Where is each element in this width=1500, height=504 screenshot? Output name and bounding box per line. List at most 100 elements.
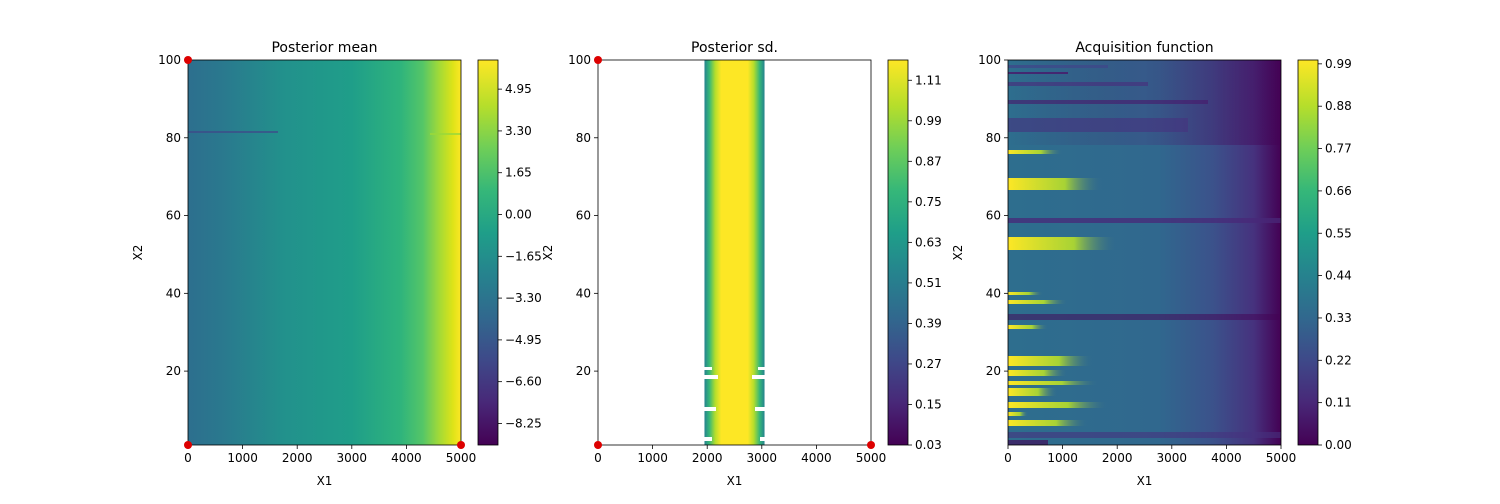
colorbar-ticks: 0.03 0.15 0.27 0.39 0.51 0.63 0.75 0.87 0.99 1.11	[908, 73, 942, 452]
axes-frame	[1007, 59, 1282, 446]
colorbar-tick-label: 0.39	[915, 316, 942, 330]
colorbar-tick-label: 0.63	[915, 235, 942, 249]
x-tick-label: 3000	[337, 451, 368, 465]
colorbar-tick-label: 3.30	[505, 124, 532, 138]
colorbar-tick-label: 0.77	[1325, 142, 1352, 156]
heatmap-streak	[430, 133, 461, 135]
colorbar-ticks: −8.25 −6.60 −4.95 −3.30 −1.65 0.00 1.65 3.30 4.9…	[498, 82, 542, 430]
y-axis-label: X2	[541, 245, 555, 261]
axes-frame	[187, 59, 462, 446]
x-tick-label: 0	[1004, 451, 1012, 465]
colorbar	[1297, 59, 1319, 446]
x-tick-label: 0	[184, 451, 192, 465]
colorbar-tick-label: 0.27	[915, 357, 942, 371]
observation-markers	[594, 56, 875, 449]
colorbar-tick-label: 0.99	[1325, 57, 1352, 71]
colorbar	[887, 59, 909, 446]
sd-band	[704, 60, 765, 445]
chart-title: Acquisition function	[1075, 40, 1213, 56]
colorbar-tick-label: 0.66	[1325, 184, 1352, 198]
colorbar-tick-label: −6.60	[505, 375, 542, 389]
x-tick-label: 4000	[801, 451, 832, 465]
axes: 0 1000 2000 3000 4000 5000 20 40 60 80 100 X1 X2	[131, 53, 476, 488]
y-tick-label: 40	[166, 286, 181, 300]
x-tick-label: 2000	[1102, 451, 1133, 465]
colorbar-tick-label: −1.65	[505, 249, 542, 263]
panel-posterior-mean: Posterior mean 0 1000 2000 3000 4000 5000 20 40…	[131, 40, 542, 488]
colorbar-tick-label: 0.88	[1325, 99, 1352, 113]
observation-marker	[184, 441, 192, 449]
colorbar-tick-label: 0.33	[1325, 311, 1352, 325]
y-tick-label: 60	[986, 209, 1001, 223]
x-tick-label: 5000	[446, 451, 477, 465]
colorbar-tick-label: 0.75	[915, 195, 942, 209]
x-tick-label: 5000	[856, 451, 887, 465]
observation-marker	[457, 441, 465, 449]
colorbar-tick-label: 0.55	[1325, 226, 1352, 240]
x-axis-label: X1	[727, 474, 743, 488]
y-tick-label: 100	[978, 53, 1001, 67]
colorbar-tick-label: −4.95	[505, 333, 542, 347]
colorbar-tick-label: 1.11	[915, 73, 942, 87]
heatmap-streak	[188, 131, 278, 133]
x-tick-label: 1000	[227, 451, 258, 465]
colorbar-tick-label: 0.00	[1325, 438, 1352, 452]
observation-markers	[184, 56, 465, 449]
colorbar-tick-label: 4.95	[505, 82, 532, 96]
panel-posterior-sd: Posterior sd. 0 1000 2000 3000 4000 5000 20 40 6…	[541, 40, 942, 488]
observation-marker	[867, 441, 875, 449]
colorbar-tick-label: −3.30	[505, 291, 542, 305]
axes-frame	[597, 59, 872, 446]
observation-marker	[594, 56, 602, 64]
y-tick-label: 40	[576, 286, 591, 300]
y-tick-label: 40	[986, 286, 1001, 300]
colorbar-tick-label: 0.03	[915, 438, 942, 452]
colorbar-tick-label: 0.51	[915, 276, 942, 290]
x-tick-label: 4000	[391, 451, 422, 465]
panel-acquisition-function: Acquisition function	[951, 40, 1352, 488]
axes: 0 1000 2000 3000 4000 5000 20 40 60 80 100 X1 X2	[541, 53, 886, 488]
x-tick-label: 0	[594, 451, 602, 465]
x-axis-label: X1	[317, 474, 333, 488]
y-tick-label: 100	[158, 53, 181, 67]
heatmap-image	[188, 60, 461, 445]
colorbar-tick-label: −8.25	[505, 416, 542, 430]
y-tick-label: 20	[166, 364, 181, 378]
y-tick-label: 60	[166, 209, 181, 223]
colorbar-tick-label: 0.99	[915, 114, 942, 128]
x-tick-label: 3000	[1157, 451, 1188, 465]
y-tick-label: 60	[576, 209, 591, 223]
colorbar-tick-label: 0.44	[1325, 269, 1352, 283]
x-tick-label: 2000	[692, 451, 723, 465]
colorbar-tick-label: 0.15	[915, 397, 942, 411]
y-tick-label: 80	[986, 131, 1001, 145]
observation-marker	[594, 441, 602, 449]
y-tick-label: 80	[166, 131, 181, 145]
x-tick-label: 2000	[282, 451, 313, 465]
y-axis-label: X2	[131, 245, 145, 261]
x-tick-label: 1000	[1047, 451, 1078, 465]
colorbar-tick-label: 1.65	[505, 166, 532, 180]
y-axis-label: X2	[951, 245, 965, 261]
colorbar-tick-label: 0.11	[1325, 396, 1352, 410]
colorbar	[477, 59, 499, 446]
y-tick-label: 100	[568, 53, 591, 67]
y-tick-label: 20	[576, 364, 591, 378]
chart-title: Posterior sd.	[691, 40, 778, 56]
x-tick-label: 3000	[747, 451, 778, 465]
y-tick-label: 20	[986, 364, 1001, 378]
colorbar-tick-label: 0.22	[1325, 353, 1352, 367]
y-tick-label: 80	[576, 131, 591, 145]
x-tick-label: 4000	[1211, 451, 1242, 465]
sd-band-gaps	[704, 367, 766, 441]
x-tick-label: 1000	[637, 451, 668, 465]
colorbar-tick-label: 0.87	[915, 154, 942, 168]
colorbar-ticks: 0.00 0.11 0.22 0.33 0.44 0.55 0.66 0.77 0.88 0.99	[1318, 57, 1352, 452]
heatmap-stripes	[1008, 65, 1281, 445]
axes: 0 1000 2000 3000 4000 5000 20 40 60 80 100 X1 X2	[951, 53, 1296, 488]
x-tick-label: 5000	[1266, 451, 1297, 465]
chart-title: Posterior mean	[271, 40, 377, 56]
colorbar-tick-label: 0.00	[505, 208, 532, 222]
